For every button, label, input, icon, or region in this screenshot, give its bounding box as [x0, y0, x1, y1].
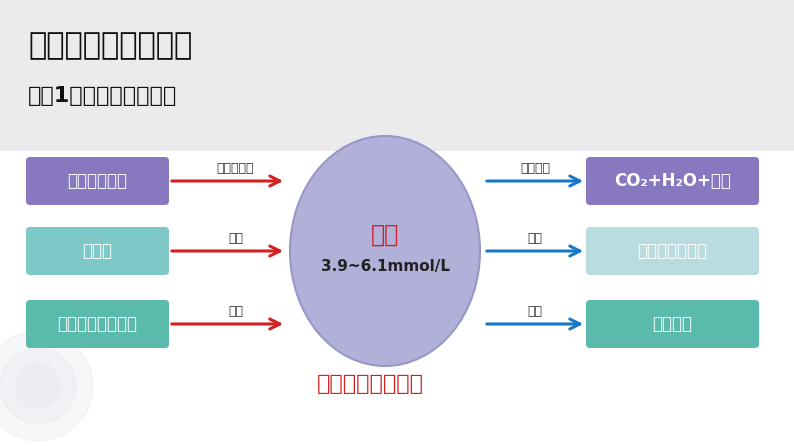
Text: 实例1：血糖平衡的调节: 实例1：血糖平衡的调节: [28, 86, 177, 106]
Text: 转化: 转化: [527, 305, 542, 318]
Text: 食物中的糖类: 食物中的糖类: [67, 172, 128, 190]
Ellipse shape: [290, 136, 480, 366]
FancyBboxPatch shape: [586, 227, 759, 275]
Text: 合成: 合成: [527, 232, 542, 245]
Text: 氧化分解: 氧化分解: [520, 162, 550, 175]
Text: 甘油三酯: 甘油三酯: [653, 315, 692, 333]
FancyBboxPatch shape: [26, 300, 169, 348]
FancyBboxPatch shape: [26, 227, 169, 275]
Text: 肝糖原、肌糖原: 肝糖原、肌糖原: [638, 242, 707, 260]
Circle shape: [0, 348, 76, 424]
Text: 3.9~6.1mmol/L: 3.9~6.1mmol/L: [321, 260, 449, 274]
FancyBboxPatch shape: [586, 157, 759, 205]
Text: 分解: 分解: [228, 232, 243, 245]
Text: 消化、吸收: 消化、吸收: [217, 162, 254, 175]
Circle shape: [0, 331, 93, 441]
FancyBboxPatch shape: [586, 300, 759, 348]
Text: 血糖的来源和去向: 血糖的来源和去向: [317, 374, 423, 394]
Circle shape: [16, 364, 60, 408]
Text: 血糖: 血糖: [371, 223, 399, 247]
Text: 脂肪酸等非糖物质: 脂肪酸等非糖物质: [57, 315, 137, 333]
FancyBboxPatch shape: [0, 0, 794, 151]
Text: 转化: 转化: [228, 305, 243, 318]
FancyBboxPatch shape: [0, 151, 794, 446]
Text: 一、激素调节的实例: 一、激素调节的实例: [28, 32, 192, 61]
Text: 肝糖原: 肝糖原: [83, 242, 113, 260]
Text: CO₂+H₂O+能量: CO₂+H₂O+能量: [614, 172, 731, 190]
FancyBboxPatch shape: [26, 157, 169, 205]
